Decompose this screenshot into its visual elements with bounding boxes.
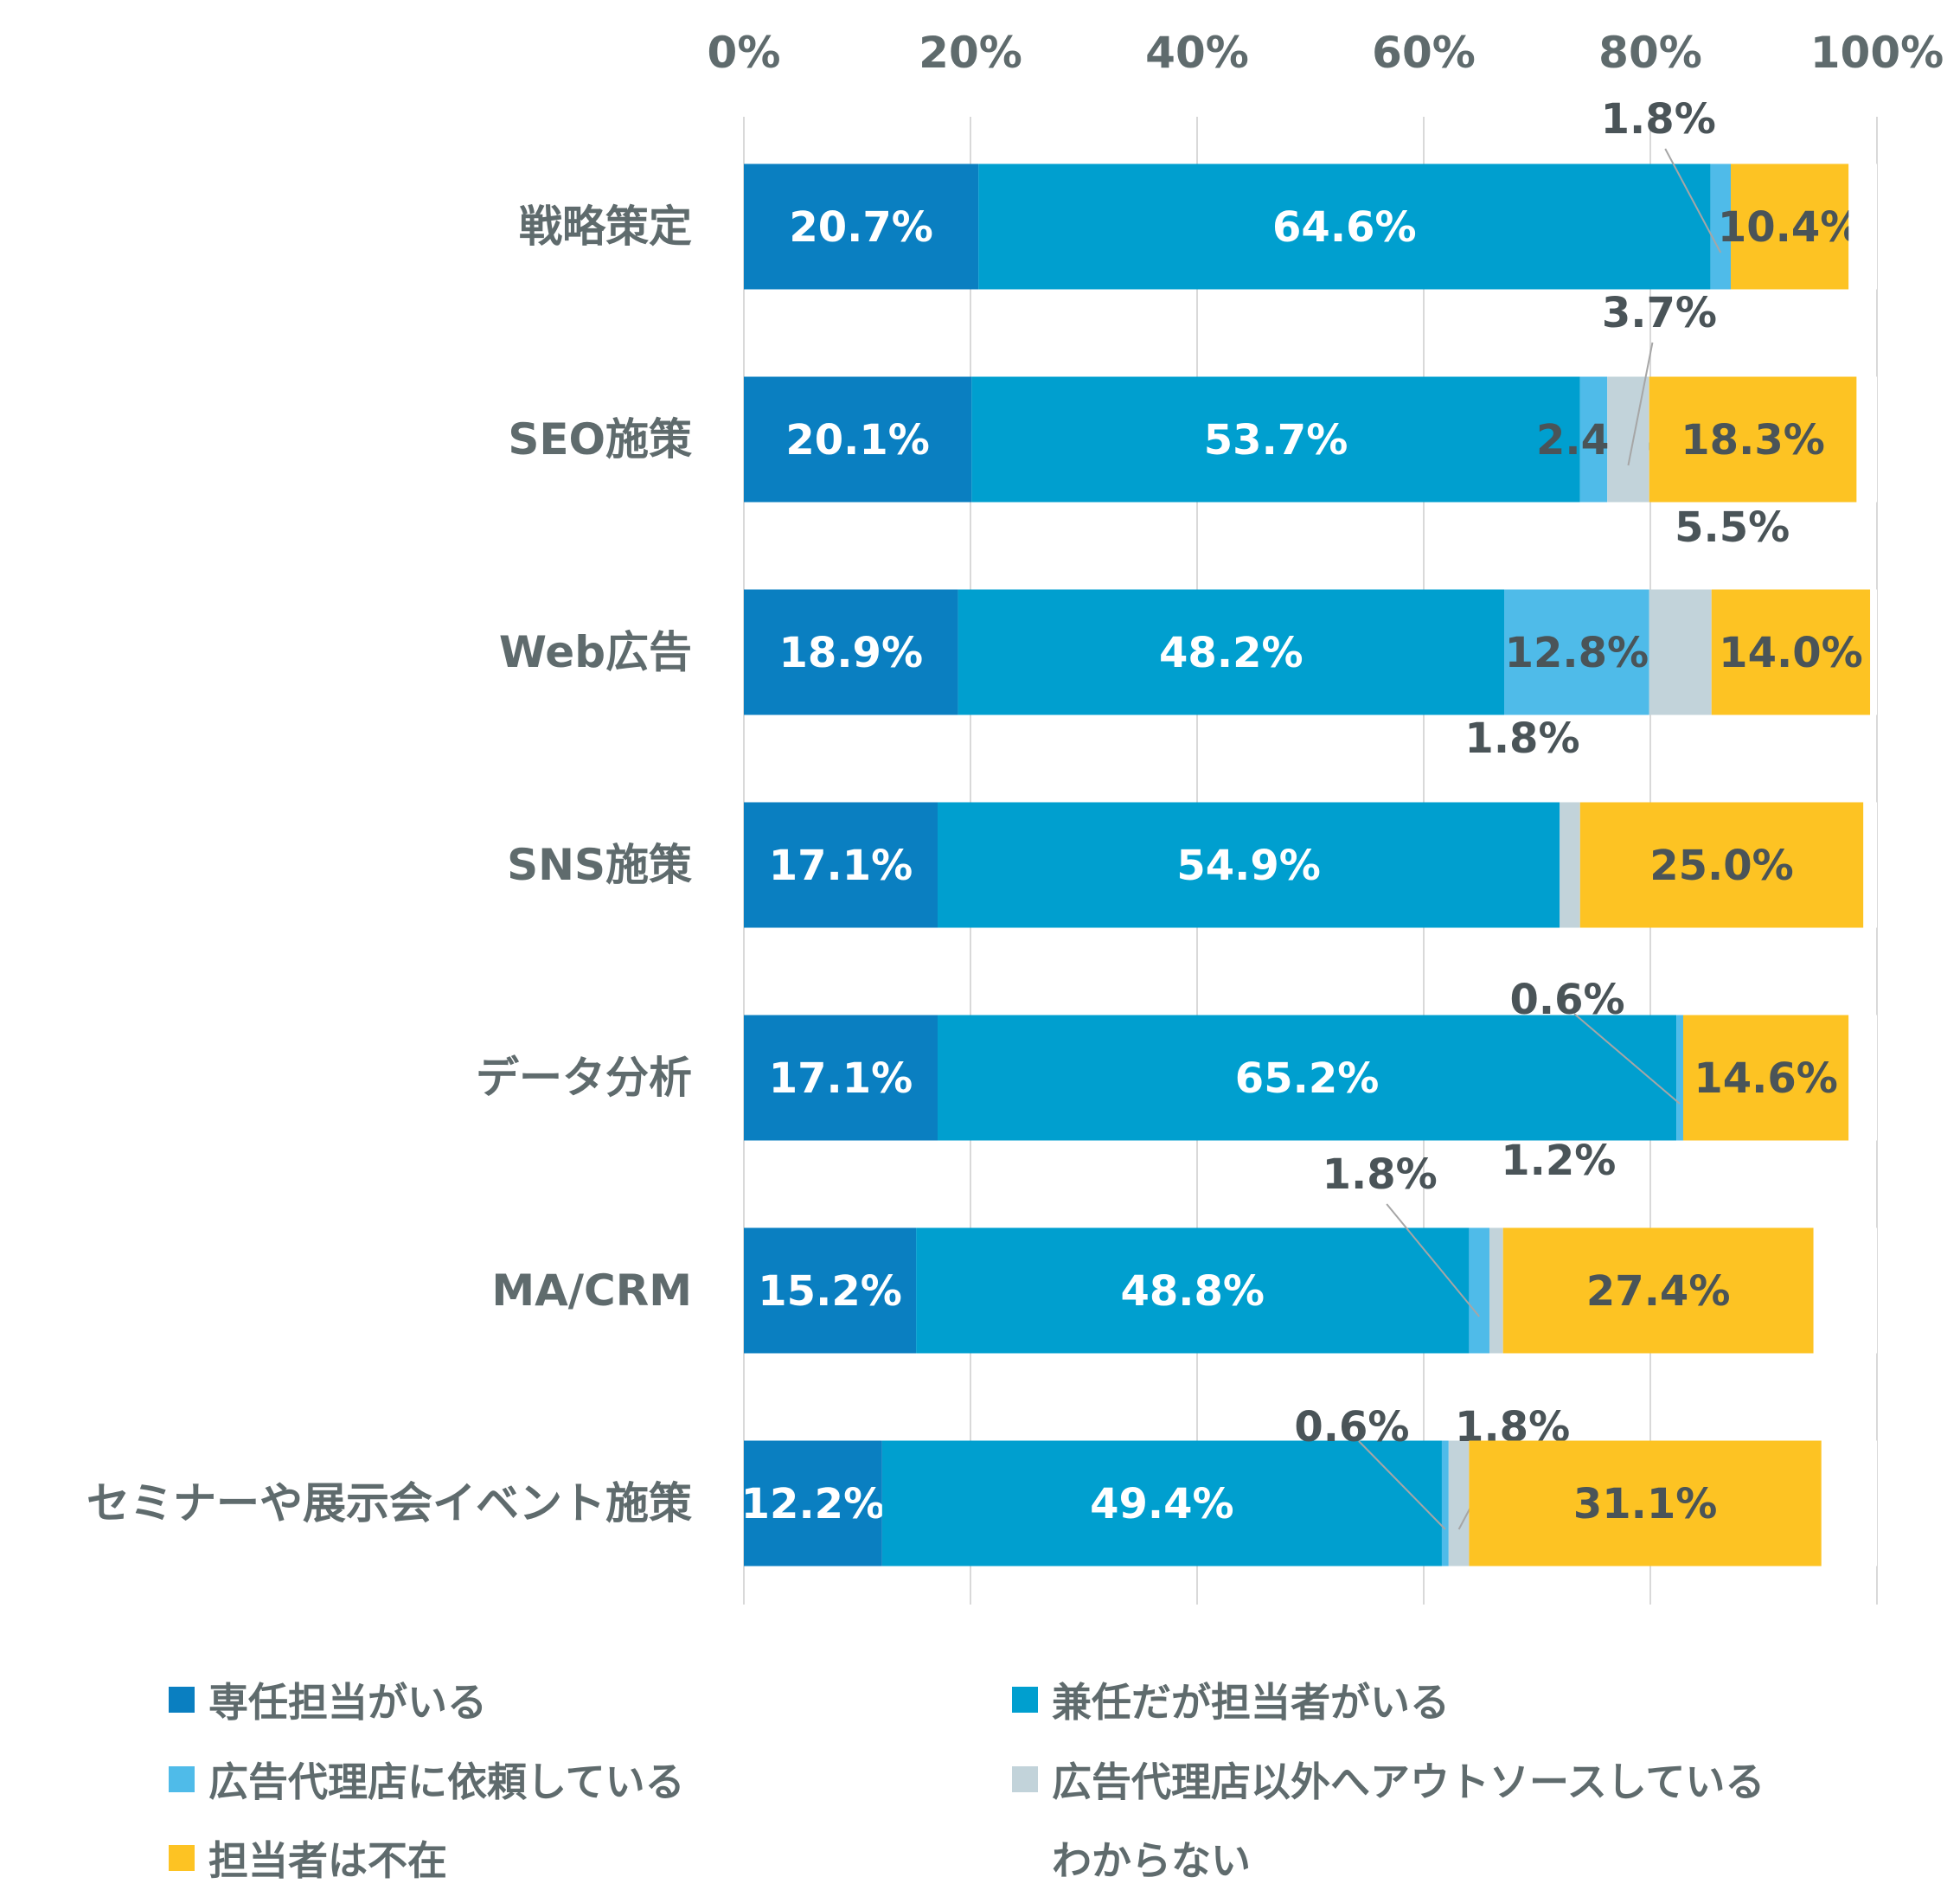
bar-segment: [744, 1440, 882, 1566]
x-tick-label: 100%: [1810, 28, 1944, 78]
bar-segment: [1489, 1227, 1503, 1354]
bar-segment: [1502, 1227, 1814, 1354]
bar-segment: [1607, 376, 1649, 503]
x-tick-label: 80%: [1598, 28, 1702, 78]
bar-segment: [1813, 1227, 1877, 1354]
data-label: 1.8%: [1601, 95, 1716, 144]
bar-segment: [744, 1227, 917, 1354]
data-label: 1.2%: [1501, 1137, 1616, 1185]
bar-segment: [1870, 589, 1877, 715]
bar-segment: [744, 163, 979, 290]
bar-segment: [1711, 589, 1871, 715]
bar-segment: [958, 589, 1505, 715]
x-tick-label: 0%: [708, 28, 781, 78]
data-label: 17.1%: [769, 1054, 913, 1103]
bar-segment: [1441, 1440, 1449, 1566]
data-label: 18.3%: [1681, 416, 1825, 464]
bar-segment: [1856, 376, 1877, 503]
category-label: セミナーや展示会イベント施策: [86, 1478, 692, 1528]
bar-segment: [1448, 1440, 1470, 1566]
bar-segment: [1579, 802, 1864, 928]
data-label: 53.7%: [1204, 416, 1348, 464]
data-label: 14.0%: [1719, 629, 1863, 677]
bar-segment: [1469, 1440, 1822, 1566]
category-label: 戦略策定: [519, 202, 692, 252]
bar-segment: [1710, 163, 1732, 290]
bar-segment: [1649, 376, 1857, 503]
data-label: 48.2%: [1159, 629, 1303, 677]
data-label: 12.8%: [1505, 629, 1649, 677]
data-label: 0.6%: [1294, 1403, 1409, 1451]
category-label: SEO施策: [508, 414, 692, 464]
bar-segment: [1560, 802, 1580, 928]
leader-line: [1386, 1203, 1480, 1317]
data-label: 14.6%: [1694, 1054, 1838, 1103]
data-label: 10.4%: [1718, 203, 1862, 252]
bar-segment: [744, 589, 958, 715]
bar-segment: [938, 802, 1560, 928]
data-label: 48.8%: [1120, 1267, 1265, 1316]
x-tick-label: 20%: [919, 28, 1022, 78]
bar-segment: [881, 1440, 1442, 1566]
data-label: 17.1%: [769, 842, 913, 890]
data-label: 12.2%: [741, 1480, 886, 1528]
bar-segment: [1676, 1015, 1683, 1141]
x-tick-label: 40%: [1145, 28, 1249, 78]
category-label: Web広告: [499, 627, 692, 677]
bar-segment: [1649, 589, 1712, 715]
data-label: 49.4%: [1090, 1480, 1234, 1528]
data-label: 18.9%: [779, 629, 924, 677]
bar-segment: [1504, 589, 1649, 715]
data-label: 65.2%: [1235, 1054, 1380, 1103]
bar-segment: [744, 376, 972, 503]
bar-segment: [744, 1015, 938, 1141]
data-label: 3.7%: [1602, 289, 1717, 337]
data-label: 25.0%: [1649, 842, 1794, 890]
data-label: 15.2%: [758, 1267, 902, 1316]
leader-line: [1664, 148, 1722, 253]
data-label: 27.4%: [1586, 1267, 1731, 1316]
category-label: データ分析: [476, 1053, 692, 1103]
bar-segment: [1731, 163, 1849, 290]
bar-segment: [916, 1227, 1470, 1354]
category-label: MA/CRM: [491, 1265, 692, 1316]
bar-segment: [1469, 1227, 1489, 1354]
data-label: 20.7%: [789, 203, 933, 252]
data-label: 0.6%: [1509, 976, 1624, 1024]
data-label: 5.5%: [1675, 503, 1790, 552]
bar-segment: [971, 376, 1580, 503]
data-label: 1.8%: [1323, 1150, 1438, 1199]
data-label: 1.8%: [1464, 714, 1579, 763]
category-label: SNS施策: [507, 840, 692, 890]
bar-segment: [744, 802, 938, 928]
bar-segment: [1579, 376, 1608, 503]
bar-segment: [938, 1015, 1677, 1141]
data-label: 20.1%: [785, 416, 930, 464]
bar-segment: [978, 163, 1711, 290]
leader-line: [1573, 1013, 1681, 1105]
data-label: 54.9%: [1176, 842, 1321, 890]
bar-segment: [1848, 1015, 1877, 1141]
bar-segment: [1848, 163, 1877, 290]
bar-segment: [1682, 1015, 1849, 1141]
bar-segment: [1863, 802, 1877, 928]
bar-segment: [1821, 1440, 1877, 1566]
data-label: 31.1%: [1573, 1480, 1718, 1528]
data-label: 64.6%: [1272, 203, 1417, 252]
leader-line: [1627, 342, 1654, 466]
leader-line: [1358, 1440, 1446, 1530]
x-tick-label: 60%: [1372, 28, 1476, 78]
